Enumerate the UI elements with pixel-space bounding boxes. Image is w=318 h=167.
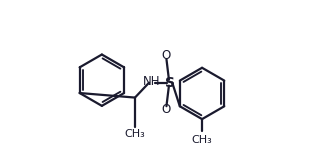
Text: CH₃: CH₃ — [192, 135, 212, 145]
Text: S: S — [165, 76, 175, 90]
Text: CH₃: CH₃ — [125, 129, 145, 139]
Text: NH: NH — [143, 75, 160, 88]
Text: O: O — [162, 49, 171, 62]
Text: O: O — [162, 104, 171, 117]
